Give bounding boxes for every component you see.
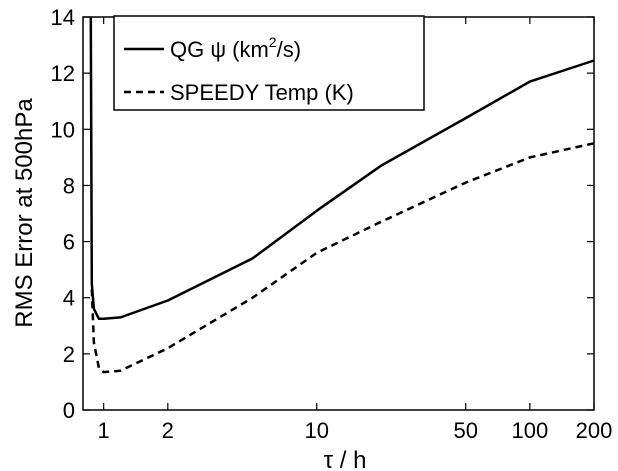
y-tick-label: 12 (51, 61, 75, 86)
y-tick-label: 0 (63, 398, 75, 423)
y-axis-label: RMS Error at 500hPa (11, 98, 38, 328)
x-tick-label: 100 (511, 418, 548, 443)
x-tick-label: 50 (453, 418, 477, 443)
y-tick-label: 4 (63, 286, 75, 311)
y-tick-label: 14 (51, 5, 75, 30)
series-layer (89, 16, 595, 374)
y-tick-label: 6 (63, 230, 75, 255)
x-axis-label: τ / h (324, 447, 367, 471)
legend: QG ψ (km2/s) SPEEDY Temp (K) (113, 15, 425, 111)
x-tick-label: 200 (576, 418, 613, 443)
y-axis: 0 2 4 6 8 10 12 14 (51, 5, 594, 423)
x-axis: 1 2 10 50 100 200 (98, 17, 613, 443)
series-line-speedy (90, 142, 595, 374)
series-line-qg (89, 16, 595, 321)
x-tick-label: 10 (305, 418, 329, 443)
legend-label-qg: QG ψ (km2/s) (170, 34, 301, 62)
y-tick-label: 8 (63, 173, 75, 198)
legend-label-speedy: SPEEDY Temp (K) (170, 80, 354, 105)
x-tick-label: 1 (98, 418, 110, 443)
x-tick-label: 2 (162, 418, 174, 443)
y-tick-label: 2 (63, 342, 75, 367)
y-tick-label: 10 (51, 117, 75, 142)
legend-box (113, 15, 425, 111)
